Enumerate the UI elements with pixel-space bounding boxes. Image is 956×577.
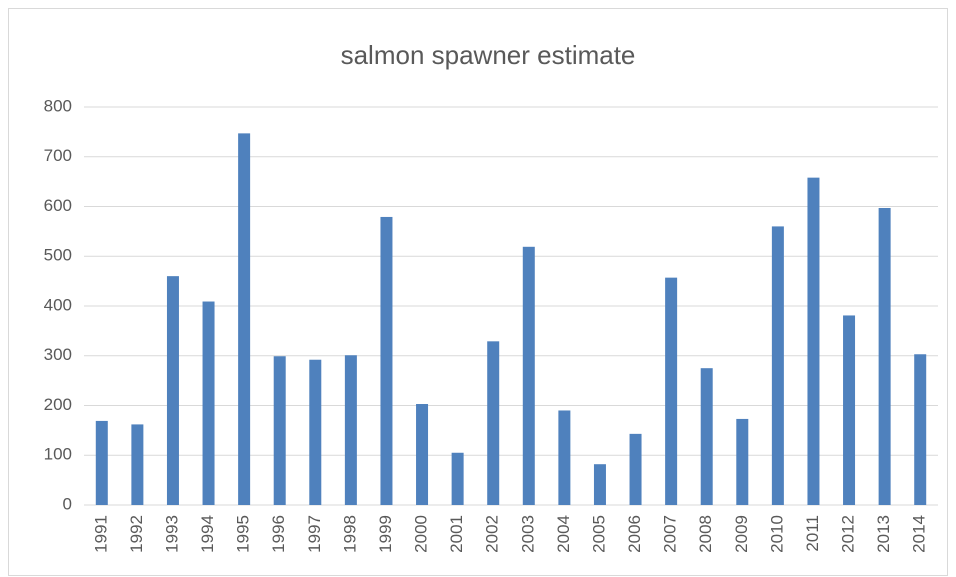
y-tick-label: 600	[44, 196, 72, 215]
bar	[380, 216, 393, 505]
chart-border	[8, 8, 948, 576]
bar	[807, 177, 820, 505]
bar	[131, 424, 144, 505]
y-tick-label: 0	[63, 494, 72, 513]
bar	[344, 355, 357, 505]
bar	[451, 452, 464, 505]
y-tick-label: 100	[44, 445, 72, 464]
x-tick-label: 2010	[767, 515, 786, 553]
x-tick-label: 2004	[554, 515, 573, 553]
bar	[593, 464, 606, 505]
y-tick-label: 500	[44, 246, 72, 265]
x-tick-label: 2008	[696, 515, 715, 553]
chart-title: salmon spawner estimate	[341, 40, 636, 70]
bar	[771, 226, 784, 505]
x-tick-label: 1995	[234, 515, 253, 553]
x-tick-label: 2003	[518, 515, 537, 553]
x-tick-label: 1992	[127, 515, 146, 553]
x-tick-label: 2012	[839, 515, 858, 553]
x-tick-label: 1996	[269, 515, 288, 553]
bar	[843, 315, 856, 505]
x-tick-label: 1998	[340, 515, 359, 553]
x-tick-label: 1999	[376, 515, 395, 553]
bar	[202, 301, 215, 505]
bar	[238, 133, 251, 505]
x-tick-label: 2014	[910, 515, 929, 553]
bar	[416, 404, 429, 505]
x-tick-label: 2009	[732, 515, 751, 553]
x-tick-label: 2011	[803, 515, 822, 552]
bar	[629, 433, 642, 505]
y-tick-label: 800	[44, 96, 72, 115]
x-tick-label: 2006	[625, 515, 644, 553]
y-tick-label: 700	[44, 146, 72, 165]
bar	[665, 277, 678, 505]
bar	[309, 359, 322, 505]
bar	[166, 276, 179, 505]
y-tick-label: 200	[44, 395, 72, 414]
bar	[558, 410, 571, 505]
x-tick-label: 2000	[412, 515, 431, 553]
x-tick-label: 1993	[162, 515, 181, 553]
x-tick-label: 1997	[305, 515, 324, 553]
x-tick-label: 1991	[91, 515, 110, 553]
x-tick-label: 1994	[198, 515, 217, 553]
bar	[700, 368, 713, 505]
bar	[736, 418, 749, 505]
bar	[273, 356, 286, 505]
bar	[522, 246, 535, 506]
x-tick-label: 2013	[874, 515, 893, 553]
bar	[95, 420, 108, 505]
bar	[914, 354, 927, 505]
bar	[487, 341, 500, 505]
y-tick-label: 300	[44, 345, 72, 364]
x-tick-label: 2002	[483, 515, 502, 553]
x-tick-label: 2007	[661, 515, 680, 553]
y-tick-label: 400	[44, 295, 72, 314]
x-tick-label: 2001	[447, 515, 466, 553]
x-tick-label: 2005	[589, 515, 608, 553]
bar	[878, 207, 891, 505]
